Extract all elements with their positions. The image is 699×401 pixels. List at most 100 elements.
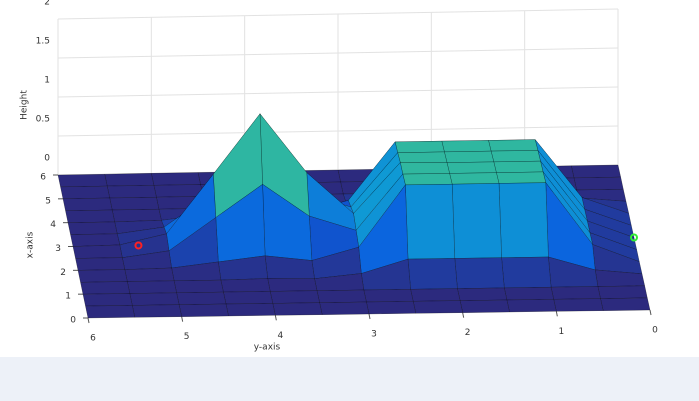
surface-patch [446, 161, 497, 174]
y-tick-label: 4 [277, 331, 283, 341]
surface-patch [111, 208, 162, 223]
chart: Height x-axis y-axis 0 0.5 1 1.5 2 0 1 2 3 4 5 6 0 1 2… [20, 0, 659, 353]
surface-patch [220, 278, 271, 293]
surface-patch [498, 182, 549, 258]
surface-patch [129, 292, 180, 306]
marker [630, 233, 638, 242]
x-tick-label: 1 [65, 292, 71, 302]
surface-patch [397, 151, 448, 163]
x-tick-label: 5 [45, 196, 51, 206]
surface-patch [412, 300, 463, 314]
surface-patch [394, 140, 445, 153]
surface-patch [77, 269, 128, 283]
surface-patch [223, 291, 274, 305]
surface-patch [60, 185, 110, 200]
surface-patch [454, 257, 505, 289]
x-tick-label: 2 [60, 268, 66, 278]
x-axis-label: x-axis [26, 231, 36, 258]
z-tick-label: 0 [44, 154, 50, 164]
surface-patch [70, 233, 121, 247]
x-tick-label: 0 [70, 316, 76, 326]
surface-patch [106, 185, 157, 199]
z-tick-label: 2 [44, 0, 50, 8]
surface-patch [57, 173, 108, 188]
grid-line [57, 86, 619, 98]
y-tick-label: 3 [371, 330, 377, 340]
surface-patch [553, 298, 604, 312]
surface-patch [65, 209, 115, 223]
surface-patch [504, 286, 554, 301]
surface-patch [571, 164, 621, 179]
x-tick-label: 3 [55, 244, 61, 254]
y-tick-label: 5 [184, 332, 190, 342]
surface-patch [67, 221, 118, 235]
surface-patch [597, 285, 648, 299]
z-axis-label: Height [20, 90, 30, 120]
surface-patch [173, 279, 224, 294]
surface-patch [85, 305, 136, 319]
surface-patch [124, 267, 175, 282]
y-tick [649, 309, 652, 316]
surface-patch [153, 184, 204, 198]
surface-patch [407, 258, 458, 290]
surface-patch [62, 197, 113, 212]
surface-patch [459, 299, 510, 313]
z-tick-label: 1.5 [36, 37, 50, 47]
y-axis-label: y-axis [254, 343, 281, 353]
surface-patch [490, 150, 541, 163]
surface-patch [132, 304, 182, 318]
surface-patch [573, 176, 624, 191]
surface-patch [550, 286, 601, 300]
surface-patch [402, 173, 453, 186]
surface-patch [488, 139, 539, 152]
surface-patch [272, 302, 323, 316]
y-tick [87, 317, 90, 324]
surface-patch [410, 288, 461, 302]
y-tick-label: 1 [558, 327, 564, 337]
footer-band [0, 357, 699, 401]
surface-patch [82, 293, 133, 307]
z-tick-label: 0.5 [36, 115, 50, 125]
y-tick [181, 316, 184, 322]
surface-patch [363, 289, 414, 303]
surface-patch [75, 257, 126, 271]
surface-patch [496, 171, 547, 184]
surface-patch [493, 160, 544, 173]
surface-patch [151, 172, 201, 186]
surface-patch [72, 244, 123, 259]
y-tick [274, 315, 277, 321]
surface-patch [400, 162, 450, 175]
surface-patch [441, 140, 492, 153]
y-tick-label: 6 [90, 334, 96, 344]
surface-patch [80, 281, 131, 295]
marker [134, 241, 143, 250]
y-tick [555, 311, 558, 317]
surface-patch [501, 256, 552, 289]
surface-patch [316, 289, 367, 303]
x-tick-label: 4 [50, 220, 56, 230]
surface-patch [457, 287, 508, 301]
surface-patch [109, 196, 160, 211]
y-tick-label: 2 [465, 328, 471, 338]
surface-patch [176, 291, 227, 305]
surface-patch [451, 183, 502, 259]
grid-line [57, 125, 619, 137]
grid-line [57, 8, 619, 20]
surface-patch [267, 278, 318, 292]
surface-patch [225, 303, 276, 317]
y-tick [462, 312, 465, 318]
surface-patch [127, 280, 177, 294]
surface-patch [600, 297, 651, 311]
x-tick-label: 6 [40, 173, 46, 183]
grid-line [57, 47, 619, 59]
surface-patch [405, 183, 456, 260]
y-tick [368, 313, 371, 320]
surface-patch [366, 301, 417, 315]
surface-patch [444, 150, 495, 163]
surface-patch [269, 290, 320, 304]
surface-patch [178, 303, 229, 317]
surface-patch [319, 301, 370, 315]
surface-patch [506, 299, 557, 313]
surface-patch [449, 172, 500, 185]
